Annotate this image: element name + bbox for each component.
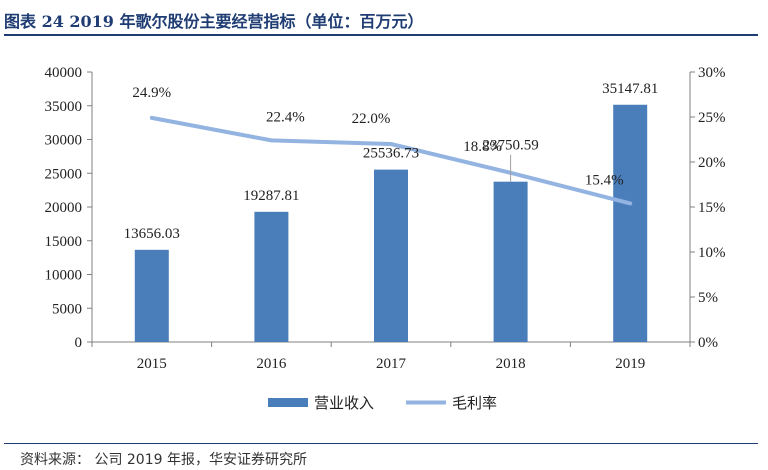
line-data-label: 15.4% — [585, 172, 624, 188]
data-labels: 13656.03 19287.81 25536.73 23750.59 35147.81… — [124, 81, 659, 242]
x-axis-tick-label: 2019 — [615, 356, 645, 372]
line-data-label: 22.0% — [352, 111, 391, 127]
x-axis-tick-label: 2015 — [137, 356, 167, 372]
bar-data-label: 23750.59 — [482, 138, 538, 154]
legend-label-bar: 营业收入 — [314, 394, 374, 412]
chart-axes: 0 5000 10000 15000 20000 25000 30000 35000 40000… — [45, 65, 726, 372]
bar — [134, 249, 169, 342]
legend-swatch-bar — [268, 398, 308, 407]
source-note: 资料来源： 公司 2019 年报，华安证券研究所 — [20, 452, 307, 468]
line-series — [149, 115, 633, 206]
title-underline — [4, 34, 758, 36]
legend-label-line: 毛利率 — [452, 394, 497, 412]
bar — [254, 211, 289, 342]
right-axis-tick-label: 5% — [698, 290, 718, 306]
figure-title: 图表 24 2019 年歌尔股份主要经营指标（单位：百万元） — [4, 12, 424, 31]
bar-data-label: 19287.81 — [243, 188, 299, 204]
chart-legend: 营业收入 毛利率 — [268, 394, 497, 412]
left-axis-tick-label: 25000 — [45, 166, 83, 182]
x-axis-tick-label: 2018 — [496, 356, 526, 372]
line-data-label: 18.8% — [463, 139, 502, 155]
left-axis-tick-label: 40000 — [45, 65, 83, 81]
right-axis-tick-label: 25% — [698, 110, 726, 126]
footer-rule — [4, 443, 758, 444]
line-data-label: 22.4% — [266, 109, 305, 125]
right-axis-tick-label: 20% — [698, 155, 726, 171]
right-axis-tick-label: 15% — [698, 200, 726, 216]
x-axis-tick-label: 2016 — [256, 356, 287, 372]
bar — [493, 181, 528, 342]
right-axis-tick-label: 0% — [698, 335, 718, 351]
left-axis-tick-label: 20000 — [45, 200, 83, 216]
right-axis-tick-label: 10% — [698, 245, 726, 261]
bar-series — [134, 104, 648, 342]
bar — [374, 169, 408, 342]
bar-data-label: 35147.81 — [602, 81, 658, 97]
bar-data-label: 13656.03 — [124, 226, 180, 242]
left-axis-tick-label: 15000 — [45, 234, 83, 250]
left-axis-tick-label: 10000 — [45, 268, 83, 284]
line-data-label: 24.9% — [132, 85, 171, 101]
left-axis-tick-label: 5000 — [52, 301, 82, 317]
left-axis-tick-label: 30000 — [45, 133, 83, 149]
left-axis-tick-label: 35000 — [45, 99, 83, 115]
left-axis-tick-label: 0 — [75, 335, 83, 351]
line-series-path — [149, 115, 633, 206]
right-axis-tick-label: 30% — [698, 65, 726, 81]
x-axis-tick-label: 2017 — [376, 356, 407, 372]
bar-data-label: 25536.73 — [363, 146, 419, 162]
bar — [613, 104, 648, 342]
